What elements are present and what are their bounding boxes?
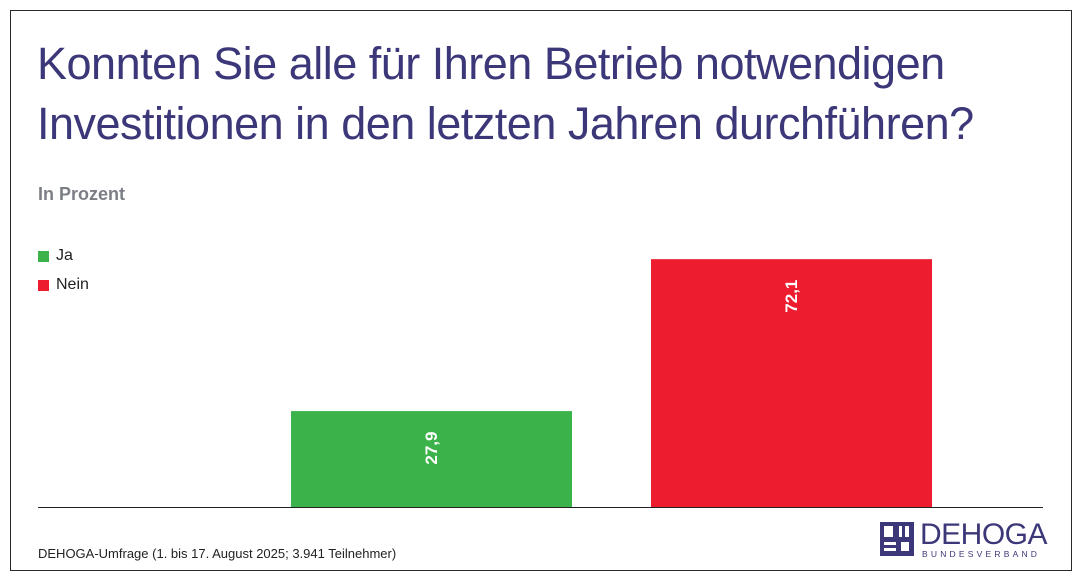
chart-title: Konnten Sie alle für Ihren Betrieb notwe… — [37, 38, 974, 149]
legend-label-ja: Ja — [56, 247, 73, 264]
legend-item-ja: Ja — [38, 246, 89, 266]
legend-swatch-ja — [38, 250, 49, 262]
data-label-ja: 27,9 — [422, 432, 441, 465]
legend-item-nein: Nein — [38, 275, 89, 295]
chart-subtitle: In Prozent — [38, 184, 126, 204]
legend-swatch-nein — [38, 279, 49, 291]
source-note: DEHOGA-Umfrage (1. bis 17. August 2025; … — [38, 546, 397, 561]
dehoga-logo: DEHOGA BUNDESVERBAND — [880, 518, 1048, 560]
logo-subtitle: BUNDESVERBAND — [922, 549, 1041, 559]
logo-wordmark: DEHOGA — [920, 518, 1048, 551]
legend-label-nein: Nein — [56, 276, 89, 293]
bar-ja — [291, 411, 572, 507]
data-label-nein: 72,1 — [782, 280, 801, 313]
logo-mark-icon — [880, 522, 914, 556]
bar-nein — [651, 259, 932, 507]
chart-legend: Ja Nein — [38, 246, 89, 304]
